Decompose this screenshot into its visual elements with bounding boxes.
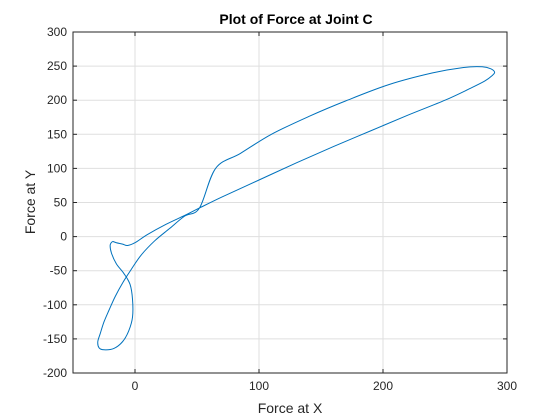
y-tick-label: 150 — [47, 127, 67, 141]
x-tick-label: 100 — [249, 379, 269, 393]
x-tick-labels: 0 100 200 300 — [132, 379, 518, 393]
y-tick-label: 0 — [60, 230, 67, 244]
y-tick-label: 200 — [47, 93, 67, 107]
x-tick-label: 200 — [373, 379, 393, 393]
y-tick-label: -50 — [50, 264, 68, 278]
x-tick-label: 300 — [497, 379, 517, 393]
y-axis-label: Force at Y — [22, 169, 38, 234]
chart-title: Plot of Force at Joint C — [219, 11, 372, 27]
y-tick-label: 100 — [47, 161, 67, 175]
x-axis-label: Force at X — [258, 400, 323, 416]
y-tick-label: -150 — [43, 332, 67, 346]
y-tick-labels: -200 -150 -100 -50 0 50 100 150 200 250 300 — [43, 25, 67, 380]
x-tick-label: 0 — [132, 379, 139, 393]
y-tick-label: 300 — [47, 25, 67, 39]
force-curve — [97, 66, 496, 351]
y-tick-label: -200 — [43, 366, 67, 380]
y-tick-label: 50 — [54, 196, 68, 210]
axes-box — [72, 31, 508, 374]
y-tick-label: -100 — [43, 298, 67, 312]
y-tick-label: 250 — [47, 59, 67, 73]
